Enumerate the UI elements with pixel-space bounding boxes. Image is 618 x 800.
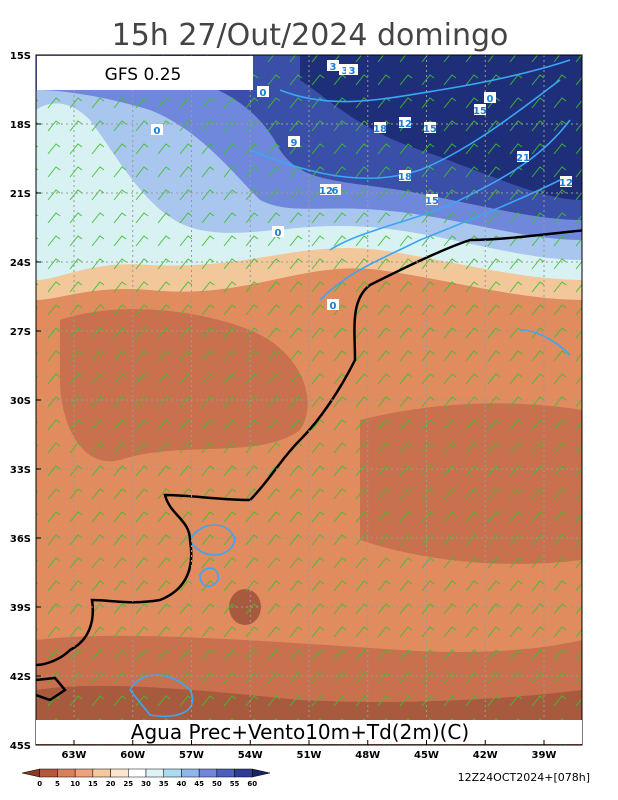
map-area	[36, 55, 582, 745]
colorbar-label: 0	[37, 780, 42, 788]
contour-label-bg	[424, 122, 436, 133]
colorbar-cell	[110, 768, 129, 778]
colorbar-cell	[128, 768, 147, 778]
title: 15h 27/Out/2024 domingo	[112, 18, 509, 53]
contour-label: 18	[398, 172, 412, 183]
contour-label-bg	[272, 226, 284, 237]
contour-label-bg	[346, 64, 358, 75]
lat-tick-label: 39S	[10, 603, 31, 614]
colorbar-label: 60	[247, 780, 257, 788]
lon-tick-label: 48W	[355, 750, 380, 761]
contour-label-bg	[329, 184, 341, 195]
colorbar-cell	[21, 768, 40, 778]
lat-tick-label: 36S	[10, 534, 31, 545]
contour-label: 12	[398, 119, 412, 130]
contour-label: 9	[291, 138, 298, 149]
caption: Agua Prec+Vento10m+Td(2m)(C)	[131, 720, 469, 744]
lon-tick-label: 63W	[62, 750, 87, 761]
lat-tick-label: 18S	[10, 120, 31, 131]
contour-label: 15	[425, 196, 439, 207]
colorbar-cell	[57, 768, 76, 778]
colorbar-cell	[216, 768, 235, 778]
contour-label: 3	[342, 66, 349, 77]
colorbar-cell	[74, 768, 94, 778]
lat-tick-label: 15S	[10, 51, 31, 62]
colorbar-cell	[198, 768, 218, 778]
lon-tick-label: 51W	[297, 750, 322, 761]
contour-label: 18	[373, 124, 387, 135]
lon-tick-label: 45W	[414, 750, 439, 761]
contour-label-bg	[151, 124, 163, 135]
colorbar-label: 5	[55, 780, 60, 788]
contour-label: 12	[319, 186, 333, 197]
colorbar-label: 55	[230, 780, 240, 788]
contour-label-bg	[327, 299, 339, 310]
colorbar-cell	[39, 768, 58, 778]
run-info: 12Z24OCT2024+[078h]	[458, 771, 590, 784]
lon-tick-label: 42W	[473, 750, 498, 761]
colorbar-label: 20	[106, 780, 116, 788]
contour-label-bg	[339, 64, 351, 75]
colorbar-cell	[92, 768, 111, 778]
contour-label-bg	[399, 117, 411, 128]
colorbar-label: 25	[123, 780, 133, 788]
contour-label: 3	[349, 66, 356, 77]
model-label: GFS 0.25	[105, 65, 182, 85]
lon-tick-label: 60W	[120, 750, 145, 761]
lat-tick-label: 30S	[10, 396, 31, 407]
colorbar-cell	[181, 768, 200, 778]
lon-tick-label: 39W	[532, 750, 557, 761]
contour-label-bg	[327, 60, 339, 71]
colorbar-label: 45	[194, 780, 204, 788]
contour-label: 15	[473, 106, 487, 117]
contour-label: 0	[487, 94, 494, 105]
lat-tick-label: 42S	[10, 672, 31, 683]
contour-label-bg	[257, 86, 269, 97]
colorbar-cell	[252, 768, 271, 778]
colorbar-cell	[234, 768, 253, 778]
lat-tick-label: 21S	[10, 189, 31, 200]
colorbar-label: 30	[141, 780, 151, 788]
contour-label: 6	[332, 186, 339, 197]
colorbar-cell	[163, 768, 182, 778]
contour-label-bg	[560, 176, 572, 187]
contour-label: 0	[275, 228, 282, 239]
contour-label-bg	[288, 136, 300, 147]
colorbar-label: 50	[212, 780, 222, 788]
contour-label-bg	[426, 194, 438, 205]
lat-tick-label: 27S	[10, 327, 31, 338]
colorbar-label: 10	[70, 780, 80, 788]
contour-label: 15	[423, 124, 437, 135]
lat-tick-label: 24S	[10, 258, 31, 269]
lat-tick-label: 33S	[10, 465, 31, 476]
colorbar-label: 15	[88, 780, 98, 788]
contour-label: 0	[260, 88, 267, 99]
lon-tick-label: 57W	[179, 750, 204, 761]
model-box	[37, 56, 253, 90]
lat-tick-label: 45S	[10, 741, 31, 752]
contour-label-bg	[484, 92, 496, 103]
lon-tick-label: 54W	[238, 750, 263, 761]
contour-label: 0	[330, 301, 337, 312]
contour-label-bg	[517, 151, 529, 162]
colorbar-cell	[145, 768, 164, 778]
contour-label: 12	[559, 178, 573, 189]
contour-label-bg	[474, 104, 486, 115]
colorbar-label: 35	[159, 780, 169, 788]
contour-label: 21	[516, 153, 530, 164]
colorbar-label: 40	[177, 780, 187, 788]
contour-label: 0	[154, 126, 161, 137]
contour-label-bg	[320, 184, 332, 195]
contour-label-bg	[374, 122, 386, 133]
contour-label-bg	[399, 170, 411, 181]
contour-label: 3	[330, 62, 337, 73]
